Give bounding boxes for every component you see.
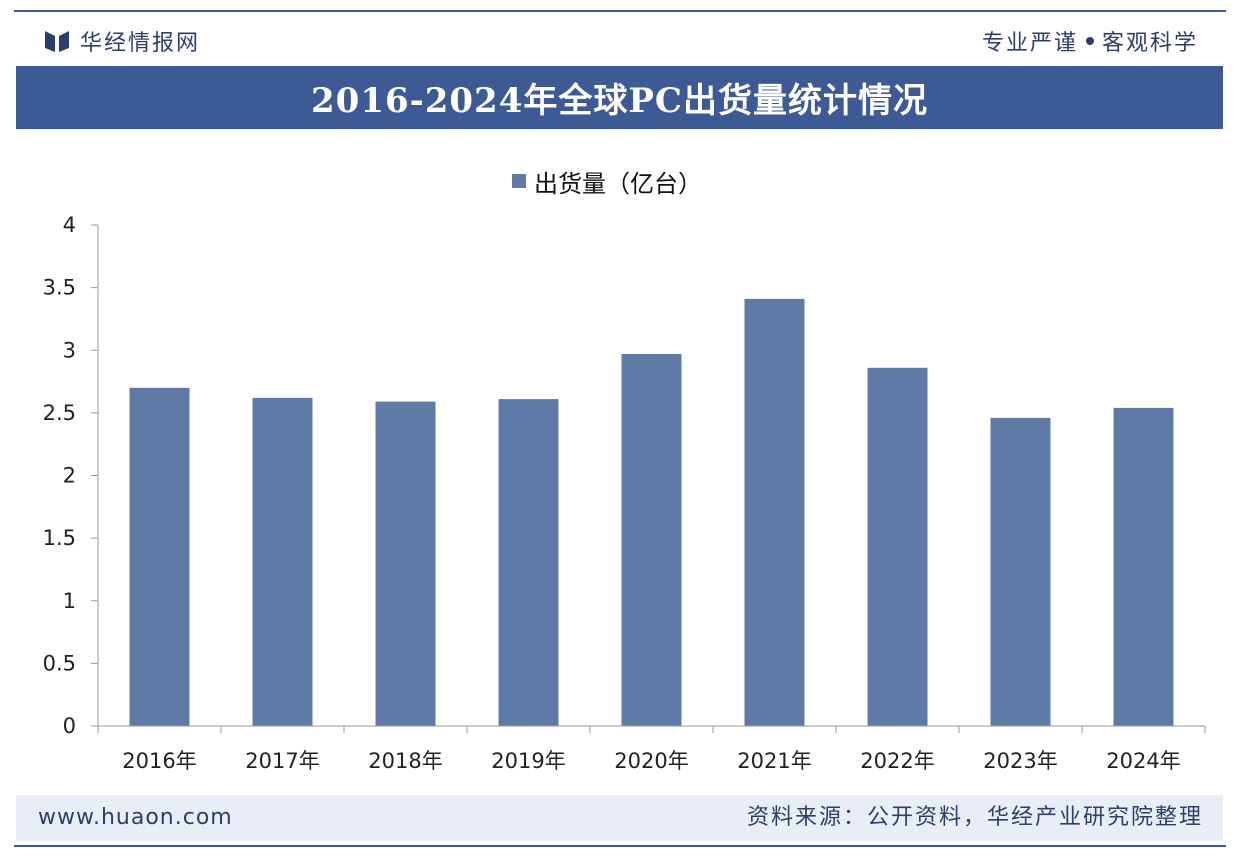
bar-9 <box>1113 407 1174 726</box>
bottom-border-line <box>14 845 1226 847</box>
y-tick-label: 3 <box>63 338 76 362</box>
x-category-label: 2020年 <box>614 749 688 773</box>
brand-name: 华经情报网 <box>80 31 201 56</box>
footer-source: 资料来源：公开资料，华经产业研究院整理 <box>746 805 1203 830</box>
x-category-label: 2021年 <box>737 749 811 773</box>
y-tick-label: 1.5 <box>43 526 76 550</box>
bar-1 <box>129 387 190 726</box>
y-tick-label: 1 <box>63 589 76 613</box>
bar-5 <box>621 354 682 726</box>
x-category-label: 2024年 <box>1106 749 1180 773</box>
bar-7 <box>867 367 928 726</box>
x-category-label: 2018年 <box>368 749 442 773</box>
y-tick-label: 3.5 <box>43 276 76 300</box>
slogan-dot-icon <box>1085 37 1094 45</box>
chart-title: 2016-2024年全球PC出货量统计情况 <box>311 81 928 121</box>
legend-label: 出货量（亿台） <box>534 169 702 198</box>
slogan-right: 客观科学 <box>1101 31 1198 56</box>
bar-2 <box>252 397 313 726</box>
footer-bar: www.huaon.com 资料来源：公开资料，华经产业研究院整理 <box>16 795 1223 841</box>
y-tick-label: 4 <box>63 213 76 237</box>
y-tick-label: 0.5 <box>43 651 76 675</box>
footer-url: www.huaon.com <box>38 805 233 830</box>
bar-6 <box>744 298 805 726</box>
y-tick-label: 2 <box>63 464 76 488</box>
slogan-left: 专业严谨 <box>981 31 1078 56</box>
legend-swatch <box>512 174 526 188</box>
brand: 华经情报网 <box>44 26 200 56</box>
x-category-label: 2023年 <box>983 749 1057 773</box>
huajing-logo-icon <box>45 31 69 52</box>
chart-legend: 出货量（亿台） <box>512 166 702 198</box>
slogan: 专业严谨 客观科学 <box>982 26 1198 56</box>
x-category-label: 2017年 <box>245 749 319 773</box>
bar-3 <box>375 401 436 726</box>
x-category-label: 2016年 <box>122 749 196 773</box>
bar-8 <box>990 417 1051 726</box>
y-tick-label: 2.5 <box>43 401 76 425</box>
y-tick-label: 0 <box>63 714 76 738</box>
title-bar: 2016-2024年全球PC出货量统计情况 <box>16 66 1223 129</box>
bar-4 <box>498 399 559 726</box>
top-border-line <box>14 10 1226 12</box>
x-category-label: 2019年 <box>491 749 565 773</box>
x-category-label: 2022年 <box>860 749 934 773</box>
